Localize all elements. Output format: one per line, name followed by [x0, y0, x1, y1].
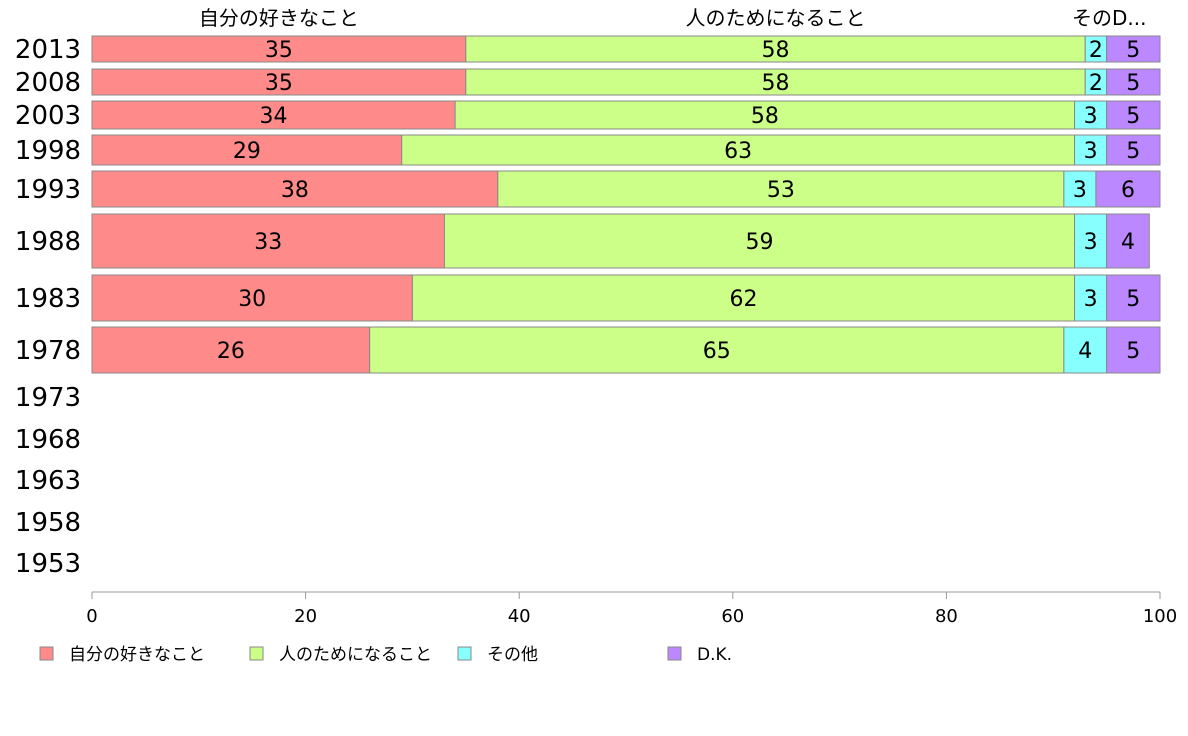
bar-1978-series-1: [369, 326, 1065, 374]
year-label-1968: 1968: [15, 425, 81, 455]
bar-2003-series-0: [91, 100, 456, 130]
legend-label-0: 自分の好きなこと: [69, 645, 205, 665]
bar-label-2013-series-2: 2: [1089, 38, 1103, 63]
bar-label-2013-series-3: 5: [1126, 38, 1140, 63]
bar-label-2003-series-3: 5: [1126, 104, 1140, 129]
bar-label-2008-series-3: 5: [1126, 71, 1140, 96]
year-label-2003: 2003: [15, 101, 81, 131]
bar-label-1988-series-3: 4: [1121, 230, 1135, 255]
bar-2003-series-2: [1074, 100, 1108, 130]
bar-label-1978-series-3: 5: [1126, 339, 1140, 364]
bar-label-2008-series-0: 35: [265, 71, 293, 96]
bar-label-1998-series-3: 5: [1126, 139, 1140, 164]
bar-1993-series-3: [1095, 170, 1161, 208]
year-label-1988: 1988: [15, 227, 81, 257]
bar-1978-series-0: [91, 326, 371, 374]
year-label-1998: 1998: [15, 136, 81, 166]
legend-label-1: 人のためになること: [279, 645, 432, 665]
bar-label-1978-series-0: 26: [217, 339, 245, 364]
bar-1983-series-0: [91, 274, 413, 322]
bar-1978-series-3: [1106, 326, 1161, 374]
bar-label-1983-series-3: 5: [1126, 287, 1140, 312]
bar-label-1988-series-0: 33: [254, 230, 282, 255]
year-label-1973: 1973: [15, 383, 81, 413]
year-label-1978: 1978: [15, 336, 81, 366]
bar-label-1983-series-0: 30: [238, 287, 266, 312]
bar-label-2013-series-1: 58: [762, 38, 790, 63]
legend-label-2: その他: [487, 645, 538, 665]
year-label-1958: 1958: [15, 508, 81, 538]
header-label-0: 自分の好きなこと: [199, 6, 359, 30]
bar-label-1988-series-1: 59: [746, 230, 774, 255]
bar-label-2003-series-1: 58: [751, 104, 779, 129]
bar-1998-series-3: [1106, 134, 1161, 166]
bar-2013-series-0: [91, 35, 467, 63]
legend-label-3: D.K.: [697, 645, 732, 665]
bar-label-1978-series-1: 65: [703, 339, 731, 364]
header-label-2: そのD...: [1072, 6, 1146, 30]
bar-label-2008-series-1: 58: [762, 71, 790, 96]
bar-1998-series-0: [91, 134, 403, 166]
bar-2008-series-0: [91, 68, 467, 96]
bar-label-1983-series-2: 3: [1084, 287, 1098, 312]
bar-label-1993-series-2: 3: [1073, 178, 1087, 203]
bar-1998-series-1: [401, 134, 1076, 166]
legend-swatch-1: [249, 646, 264, 661]
bar-2013-series-3: [1106, 35, 1161, 63]
x-tick-label-100: 100: [1143, 606, 1177, 627]
bar-1988-series-3: [1106, 213, 1150, 269]
header-label-1: 人のためになること: [686, 6, 866, 30]
bar-label-2003-series-0: 34: [260, 104, 288, 129]
bar-2008-series-3: [1106, 68, 1161, 96]
bar-label-1978-series-2: 4: [1078, 339, 1092, 364]
bar-2013-series-1: [465, 35, 1086, 63]
x-tick-label-40: 40: [508, 606, 531, 627]
bar-label-1983-series-1: 62: [729, 287, 757, 312]
bar-label-1998-series-1: 63: [724, 139, 752, 164]
year-label-1983: 1983: [15, 284, 81, 314]
year-label-2008: 2008: [15, 68, 81, 98]
bar-label-1993-series-0: 38: [281, 178, 309, 203]
bar-label-2003-series-2: 3: [1084, 104, 1098, 129]
bar-label-2008-series-2: 2: [1089, 71, 1103, 96]
bar-2003-series-3: [1106, 100, 1161, 130]
legend-swatch-3: [667, 646, 682, 661]
x-tick-label-0: 0: [86, 606, 97, 627]
year-label-2013: 2013: [15, 35, 81, 65]
bar-label-1993-series-3: 6: [1121, 178, 1135, 203]
bar-1983-series-1: [411, 274, 1076, 322]
bar-1983-series-3: [1106, 274, 1161, 322]
x-tick-label-60: 60: [721, 606, 744, 627]
bar-label-1993-series-1: 53: [767, 178, 795, 203]
legend-swatch-0: [39, 646, 54, 661]
year-label-1963: 1963: [15, 466, 81, 496]
bar-2008-series-1: [465, 68, 1086, 96]
bar-1993-series-2: [1063, 170, 1097, 208]
bar-1988-series-1: [443, 213, 1076, 269]
bar-label-1998-series-0: 29: [233, 139, 261, 164]
x-tick-label-80: 80: [935, 606, 958, 627]
legend-swatch-2: [457, 646, 472, 661]
bar-2003-series-1: [454, 100, 1076, 130]
year-label-1953: 1953: [15, 549, 81, 579]
bar-label-1998-series-2: 3: [1084, 139, 1098, 164]
bar-1978-series-2: [1063, 326, 1108, 374]
x-tick-label-20: 20: [294, 606, 317, 627]
bar-label-2013-series-0: 35: [265, 38, 293, 63]
bar-1998-series-2: [1074, 134, 1108, 166]
bar-label-1988-series-2: 3: [1084, 230, 1098, 255]
year-label-1993: 1993: [15, 175, 81, 205]
